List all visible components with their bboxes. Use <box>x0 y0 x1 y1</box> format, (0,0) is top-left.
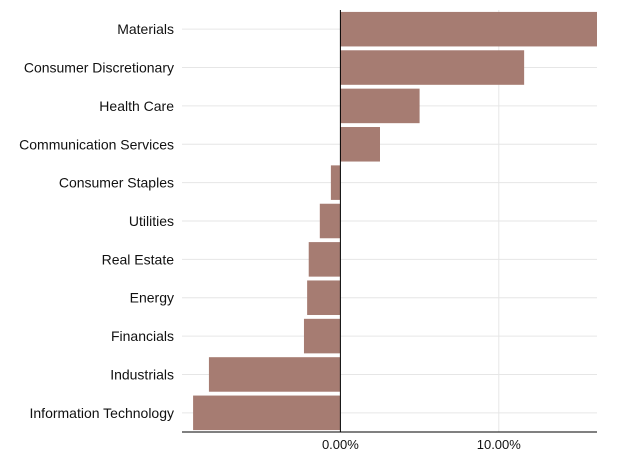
bar-real-estate <box>308 242 341 277</box>
x-tick-label: 0.00% <box>322 437 359 452</box>
bar-health-care <box>340 88 420 124</box>
category-label: Real Estate <box>102 251 175 267</box>
bar-materials <box>340 11 597 47</box>
bars-layer <box>193 11 597 431</box>
bar-communication-services <box>340 127 380 162</box>
bar-consumer-discretionary <box>340 50 525 85</box>
bar-industrials <box>208 357 341 392</box>
labels-layer: Materials Consumer Discretionary Health Ca… <box>19 21 521 452</box>
category-label: Health Care <box>99 98 174 114</box>
category-label: Industrials <box>110 366 174 382</box>
category-label: Materials <box>117 21 174 37</box>
category-label: Consumer Staples <box>59 175 174 191</box>
category-label: Energy <box>130 290 174 306</box>
bar-utilities <box>319 203 341 239</box>
bar-financials <box>303 318 341 354</box>
category-label: Communication Services <box>19 136 174 152</box>
x-tick-label: 10.00% <box>477 437 522 452</box>
category-label: Consumer Discretionary <box>24 60 174 76</box>
bar-energy <box>307 280 341 315</box>
bar-information-technology <box>193 395 341 431</box>
bar-consumer-staples <box>330 165 341 200</box>
category-label: Financials <box>111 328 174 344</box>
axes-layer <box>182 10 597 433</box>
category-label: Utilities <box>129 213 174 229</box>
category-label: Information Technology <box>30 405 175 421</box>
